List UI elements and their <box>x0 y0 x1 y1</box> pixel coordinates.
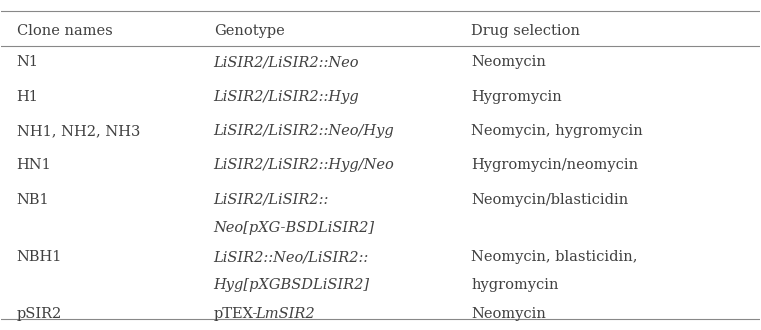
Text: Neomycin: Neomycin <box>472 307 546 321</box>
Text: LiSIR2/LiSIR2::: LiSIR2/LiSIR2:: <box>214 193 329 207</box>
Text: hygromycin: hygromycin <box>472 278 559 292</box>
Text: NB1: NB1 <box>17 193 49 207</box>
Text: pSIR2: pSIR2 <box>17 307 62 321</box>
Text: Clone names: Clone names <box>17 24 113 38</box>
Text: Hyg[pXGBSDLiSIR2]: Hyg[pXGBSDLiSIR2] <box>214 278 370 292</box>
Text: HN1: HN1 <box>17 158 51 173</box>
Text: Neomycin, blasticidin,: Neomycin, blasticidin, <box>472 250 638 264</box>
Text: Neomycin, hygromycin: Neomycin, hygromycin <box>472 124 643 138</box>
Text: N1: N1 <box>17 55 39 69</box>
Text: Neomycin: Neomycin <box>472 55 546 69</box>
Text: LiSIR2/LiSIR2::Hyg: LiSIR2/LiSIR2::Hyg <box>214 90 359 104</box>
Text: LiSIR2/LiSIR2::Neo: LiSIR2/LiSIR2::Neo <box>214 55 359 69</box>
Text: Drug selection: Drug selection <box>472 24 581 38</box>
Text: Neo[pXG-BSDLiSIR2]: Neo[pXG-BSDLiSIR2] <box>214 221 375 235</box>
Text: Neomycin/blasticidin: Neomycin/blasticidin <box>472 193 629 207</box>
Text: pTEX-: pTEX- <box>214 307 258 321</box>
Text: LiSIR2::Neo/LiSIR2::: LiSIR2::Neo/LiSIR2:: <box>214 250 369 264</box>
Text: Hygromycin: Hygromycin <box>472 90 562 104</box>
Text: LmSIR2: LmSIR2 <box>256 307 315 321</box>
Text: NH1, NH2, NH3: NH1, NH2, NH3 <box>17 124 140 138</box>
Text: Hygromycin/neomycin: Hygromycin/neomycin <box>472 158 638 173</box>
Text: LiSIR2/LiSIR2::Neo/Hyg: LiSIR2/LiSIR2::Neo/Hyg <box>214 124 394 138</box>
Text: LiSIR2/LiSIR2::Hyg/Neo: LiSIR2/LiSIR2::Hyg/Neo <box>214 158 394 173</box>
Text: NBH1: NBH1 <box>17 250 62 264</box>
Text: H1: H1 <box>17 90 38 104</box>
Text: Genotype: Genotype <box>214 24 285 38</box>
